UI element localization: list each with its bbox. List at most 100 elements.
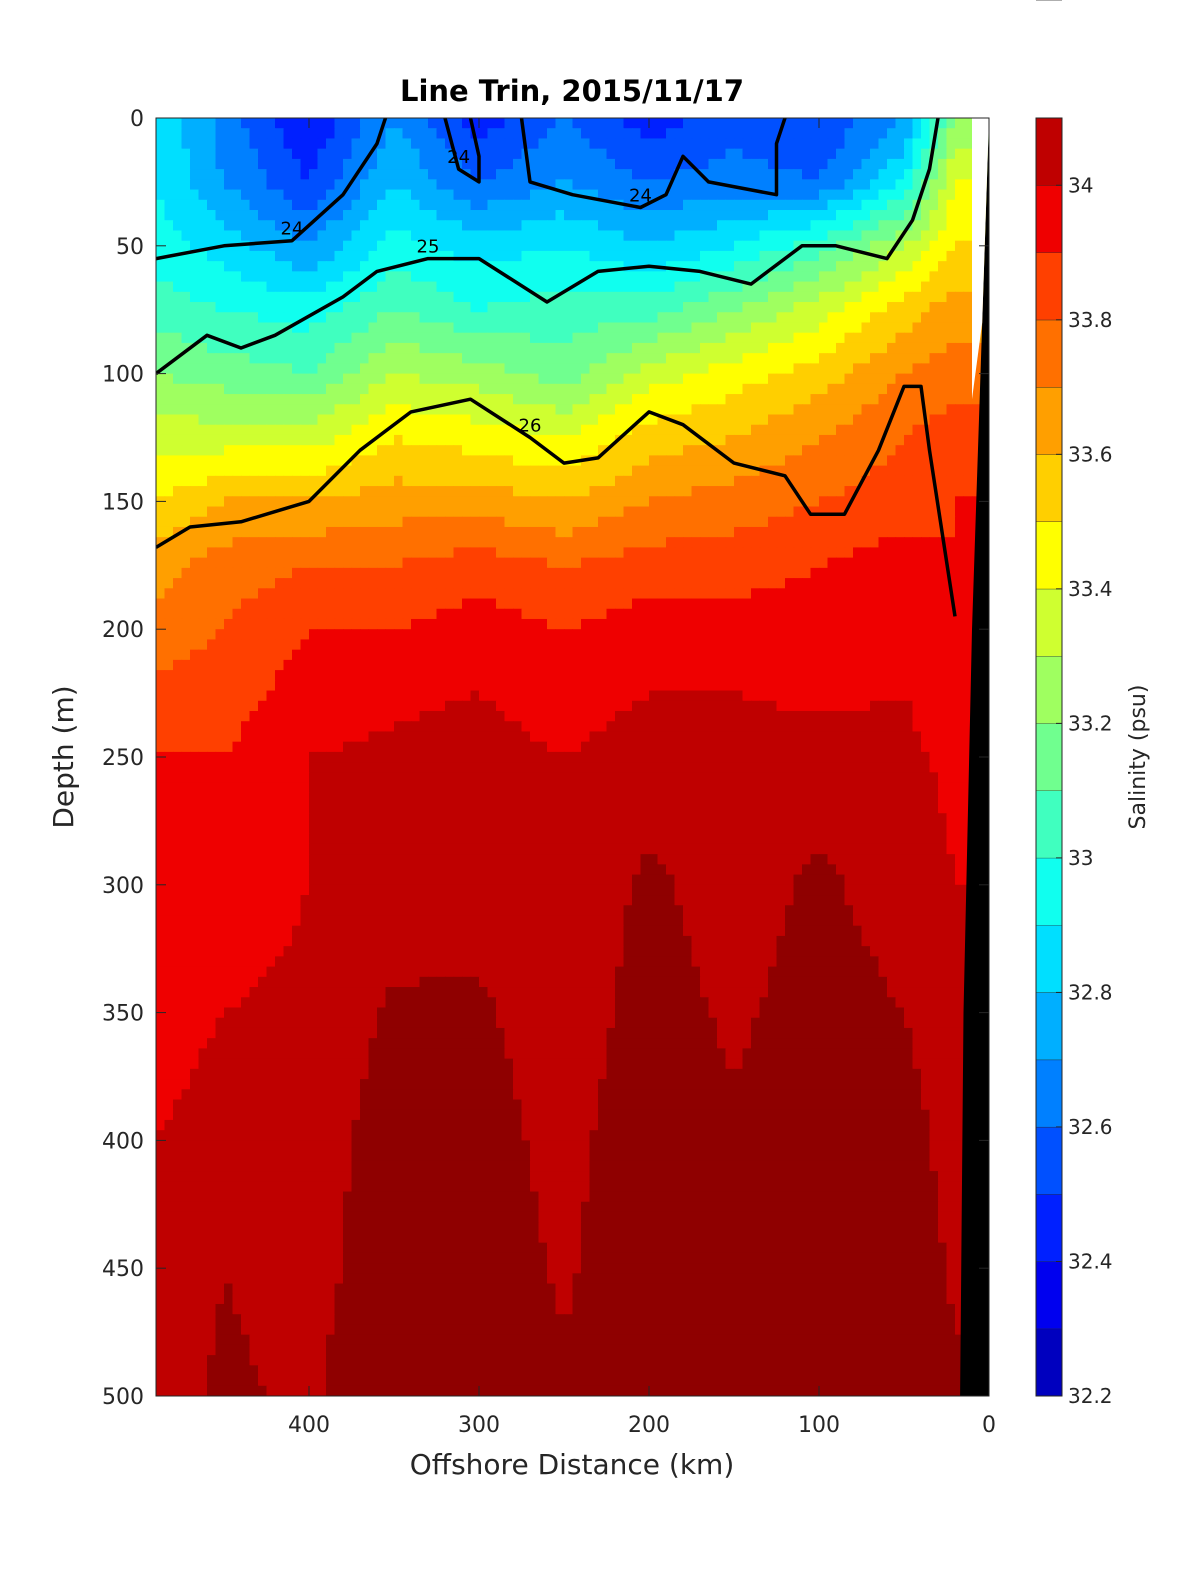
salinity-cell (938, 291, 948, 303)
salinity-cell (938, 169, 948, 180)
salinity-cell (785, 271, 795, 283)
salinity-cell (249, 486, 259, 497)
salinity-cell (198, 383, 208, 395)
salinity-cell (334, 199, 344, 211)
salinity-cell (173, 363, 183, 375)
salinity-cell (402, 322, 412, 334)
salinity-cell (674, 363, 684, 375)
salinity-cell (955, 455, 965, 467)
salinity-cell (334, 312, 344, 324)
salinity-cell (572, 516, 582, 528)
salinity-cell (572, 230, 582, 242)
salinity-cell (827, 434, 837, 446)
salinity-cell (487, 291, 497, 303)
salinity-cell (606, 598, 616, 610)
salinity-cell (904, 118, 914, 129)
salinity-cell (793, 588, 803, 600)
salinity-cell (547, 486, 557, 497)
salinity-cell (870, 363, 880, 375)
salinity-cell (887, 148, 897, 160)
salinity-cell (326, 322, 336, 334)
salinity-cell (394, 169, 404, 180)
salinity-cell (861, 261, 871, 272)
salinity-cell (487, 394, 497, 405)
salinity-cell (394, 383, 404, 395)
salinity-cell (853, 250, 863, 262)
salinity-cell (164, 404, 174, 416)
salinity-cell (802, 629, 812, 641)
salinity-cell (411, 496, 421, 508)
salinity-cell (479, 506, 489, 518)
salinity-cell (436, 578, 446, 589)
salinity-cell (887, 138, 897, 150)
salinity-cell (572, 394, 582, 405)
salinity-cell (309, 250, 319, 262)
salinity-cell (759, 179, 769, 191)
salinity-cell (912, 148, 922, 160)
salinity-cell (207, 445, 217, 456)
salinity-cell (691, 588, 701, 600)
salinity-cell (640, 434, 650, 446)
salinity-cell (521, 475, 531, 487)
salinity-cell (606, 332, 616, 344)
salinity-cell (938, 250, 948, 262)
salinity-cell (683, 455, 693, 467)
salinity-cell (487, 179, 497, 191)
salinity-cell (521, 189, 531, 201)
salinity-cell (487, 557, 497, 569)
salinity-cell (768, 434, 778, 446)
salinity-cell (156, 189, 166, 201)
salinity-cell (411, 210, 421, 221)
salinity-cell (649, 118, 659, 129)
salinity-cell (929, 302, 939, 313)
salinity-cell (955, 496, 965, 508)
salinity-cell (156, 312, 166, 324)
salinity-cell (615, 496, 625, 508)
salinity-cell (598, 353, 608, 364)
salinity-cell (428, 383, 438, 395)
salinity-cell (649, 373, 659, 385)
salinity-cell (292, 547, 302, 559)
salinity-cell (606, 240, 616, 252)
salinity-cell (190, 557, 200, 569)
salinity-cell (292, 261, 302, 272)
salinity-cell (300, 281, 310, 293)
salinity-cell (241, 526, 251, 538)
salinity-cell (266, 210, 276, 221)
salinity-cell (198, 250, 208, 262)
salinity-cell (700, 383, 710, 395)
salinity-cell (734, 445, 744, 456)
salinity-cell (717, 210, 727, 221)
salinity-cell (300, 547, 310, 559)
salinity-cell (946, 414, 956, 426)
salinity-cell (836, 291, 846, 303)
salinity-cell (904, 394, 914, 405)
salinity-cell (470, 629, 480, 641)
salinity-cell (402, 496, 412, 508)
salinity-cell (385, 199, 395, 211)
salinity-cell (368, 394, 378, 405)
salinity-cell (275, 332, 285, 344)
salinity-cell (241, 578, 251, 589)
salinity-cell (360, 475, 370, 487)
salinity-cell (538, 496, 548, 508)
salinity-cell (725, 148, 735, 160)
salinity-cell (776, 608, 786, 620)
salinity-cell (751, 465, 761, 477)
salinity-cell (844, 230, 854, 242)
salinity-cell (496, 291, 506, 303)
salinity-cell (776, 189, 786, 201)
salinity-cell (538, 404, 548, 416)
salinity-cell (453, 424, 463, 436)
salinity-cell (768, 281, 778, 293)
salinity-cell (598, 210, 608, 221)
salinity-cell (691, 220, 701, 232)
salinity-cell (904, 608, 914, 620)
salinity-cell (827, 404, 837, 416)
salinity-cell (802, 455, 812, 467)
salinity-cell (283, 250, 293, 262)
salinity-cell (776, 618, 786, 630)
salinity-cell (368, 138, 378, 150)
salinity-cell (394, 475, 404, 487)
salinity-cell (266, 455, 276, 467)
